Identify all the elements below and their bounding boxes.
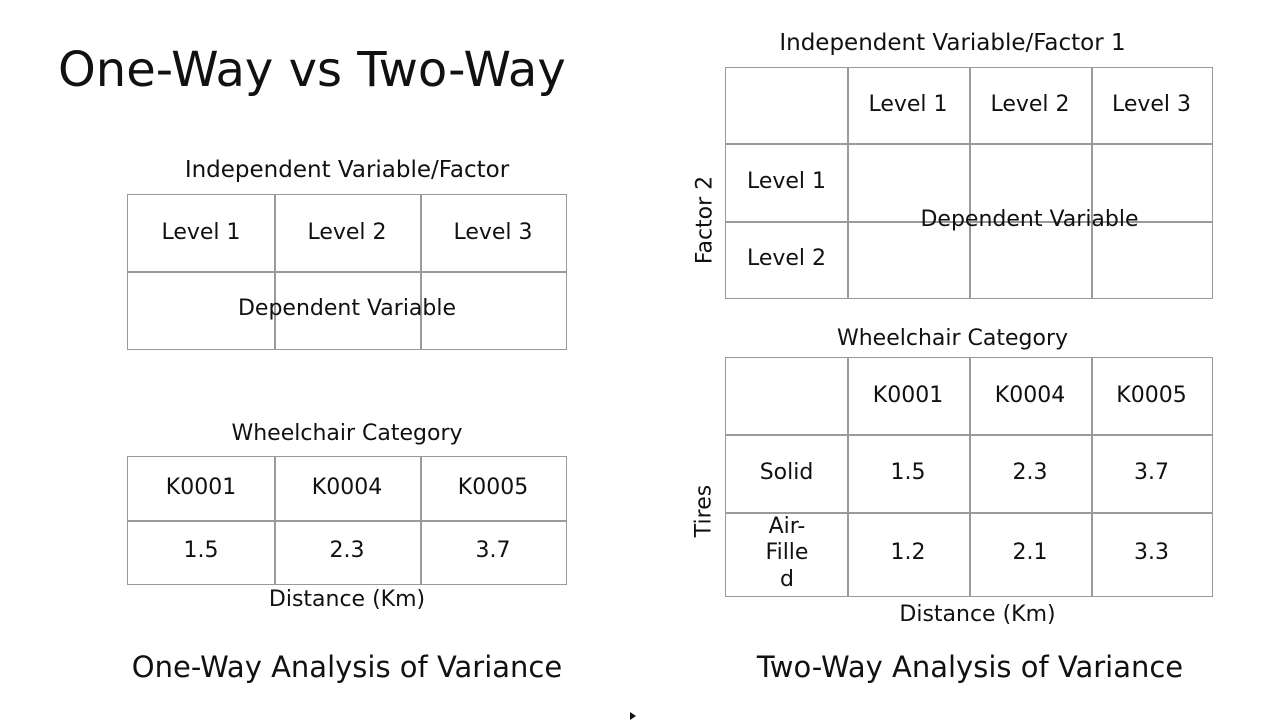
one-way-example-caption: Wheelchair Category bbox=[231, 421, 463, 446]
one-way-level-1: Level 1 bbox=[161, 219, 241, 245]
one-way-value-3: 3.7 bbox=[475, 538, 511, 564]
one-way-footer: One-Way Analysis of Variance bbox=[131, 650, 563, 684]
two-way-category-2: K0004 bbox=[994, 382, 1066, 408]
two-way-concept-table: Level 1 Level 2 Level 3 Level 1 Level 2 … bbox=[725, 67, 1213, 299]
one-way-factor-label: Independent Variable/Factor bbox=[184, 157, 510, 183]
two-way-air-value-2: 2.1 bbox=[1012, 540, 1048, 566]
two-way-level-2: Level 2 bbox=[990, 92, 1070, 118]
two-way-category-1: K0001 bbox=[872, 382, 944, 408]
two-way-row-level-1: Level 1 bbox=[746, 168, 827, 194]
one-way-unit-label: Distance (Km) bbox=[268, 587, 426, 612]
one-way-value-1: 1.5 bbox=[183, 538, 219, 564]
two-way-row-label-solid: Solid bbox=[759, 459, 814, 485]
one-way-value-2: 2.3 bbox=[329, 538, 365, 564]
two-way-solid-value-3: 3.7 bbox=[1134, 459, 1169, 485]
two-way-level-3: Level 3 bbox=[1111, 92, 1192, 118]
one-way-level-3: Level 3 bbox=[453, 219, 533, 245]
two-way-row-level-2: Level 2 bbox=[746, 245, 827, 271]
one-way-category-2: K0004 bbox=[311, 475, 383, 501]
two-way-factor1-label: Independent Variable/Factor 1 bbox=[779, 30, 1126, 56]
two-way-footer: Two-Way Analysis of Variance bbox=[756, 650, 1184, 684]
two-way-row-factor-label: Tires bbox=[691, 484, 717, 538]
two-way-solid-value-1: 1.5 bbox=[890, 459, 926, 485]
two-way-factor2-label: Factor 2 bbox=[692, 175, 718, 265]
one-way-concept-table: Level 1 Level 2 Level 3 Dependent Variab… bbox=[127, 194, 567, 350]
two-way-air-value-3: 3.3 bbox=[1134, 540, 1169, 566]
two-way-example-caption: Wheelchair Category bbox=[836, 326, 1069, 351]
page-title: One-Way vs Two-Way bbox=[58, 42, 566, 98]
two-way-level-1: Level 1 bbox=[868, 92, 948, 118]
one-way-level-2: Level 2 bbox=[307, 219, 387, 245]
two-way-air-value-1: 1.2 bbox=[890, 540, 926, 566]
two-way-row-label-air-filled: Air-Filled bbox=[765, 513, 809, 592]
mouse-cursor-icon bbox=[630, 712, 636, 720]
two-way-example-table: K0001 K0004 K0005 Solid 1.5 2.3 3.7 Air-… bbox=[725, 357, 1213, 597]
one-way-category-1: K0001 bbox=[165, 475, 237, 501]
one-way-category-3: K0005 bbox=[457, 475, 529, 501]
two-way-category-3: K0005 bbox=[1116, 382, 1187, 408]
one-way-example-table: K0001 K0004 K0005 1.5 2.3 3.7 bbox=[127, 456, 567, 585]
two-way-dependent-variable: Dependent Variable bbox=[920, 206, 1139, 232]
one-way-dependent-variable: Dependent Variable bbox=[237, 296, 457, 322]
two-way-solid-value-2: 2.3 bbox=[1012, 459, 1048, 485]
two-way-unit-label: Distance (Km) bbox=[899, 602, 1056, 627]
